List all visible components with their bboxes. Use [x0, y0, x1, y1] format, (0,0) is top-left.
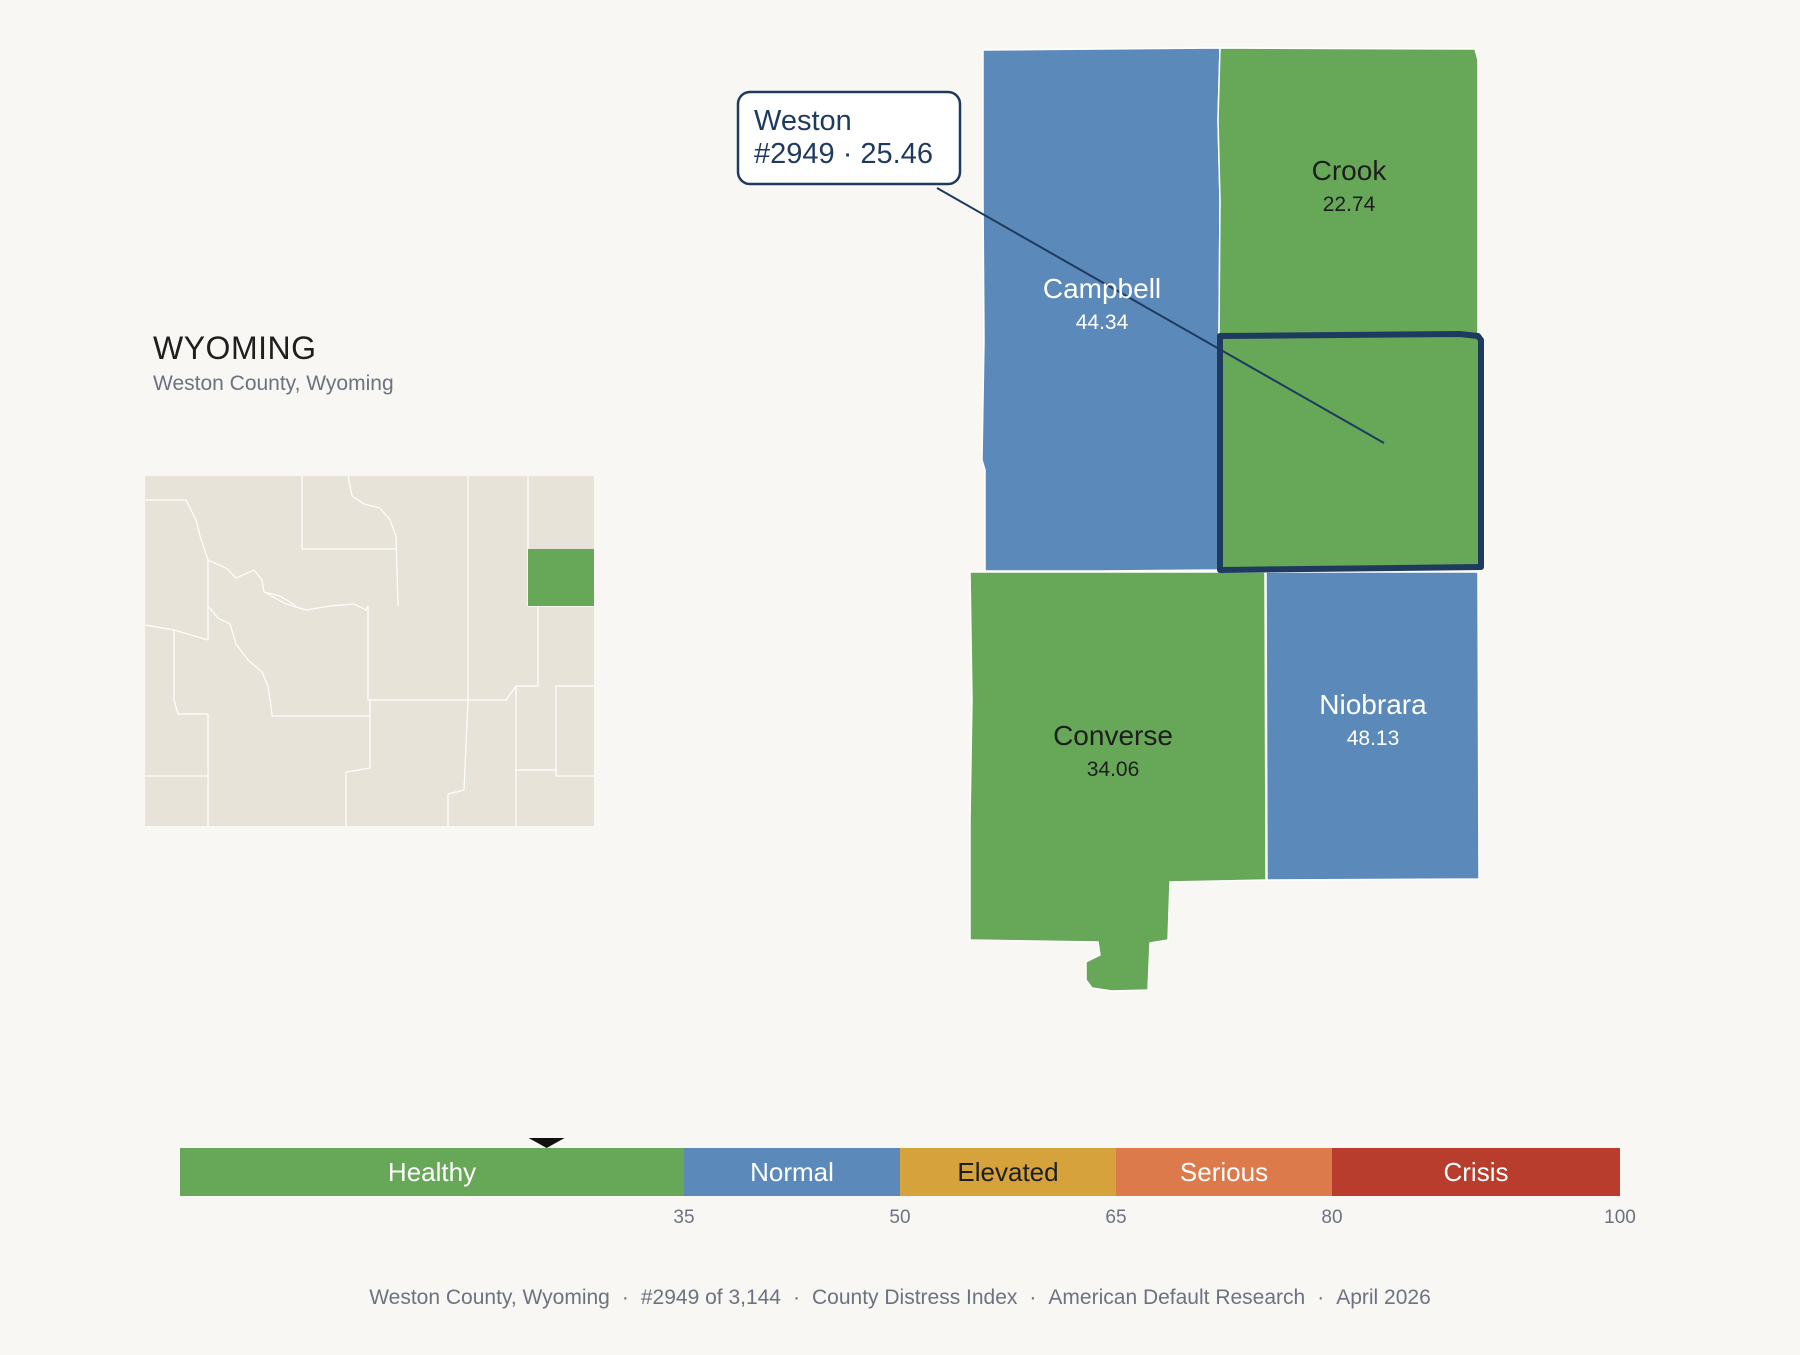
footer-separator: · — [621, 1286, 629, 1309]
footer: Weston County, Wyoming · #2949 of 3,144 · Co… — [0, 1286, 1800, 1310]
state-subtitle: Weston County, Wyoming — [153, 372, 394, 395]
legend-tick-label: 50 — [889, 1207, 910, 1228]
legend-band-serious — [1116, 1148, 1332, 1196]
legend-band-crisis — [1332, 1148, 1620, 1196]
legend-tick-label: 100 — [1604, 1207, 1636, 1228]
legend-marker-triangle — [528, 1138, 565, 1148]
county-converse[interactable] — [969, 571, 1267, 992]
label-niobrara-value: 48.13 — [1347, 727, 1400, 750]
state-inset-map — [144, 475, 594, 826]
selected-county-outline — [1217, 331, 1484, 573]
label-crook-name: Crook — [1312, 155, 1388, 186]
callout-box — [736, 90, 962, 186]
label-campbell-value: 44.34 — [1076, 311, 1129, 334]
footer-org: American Default Research — [1048, 1286, 1306, 1309]
distress-legend: Healthy Normal Elevated Serious Crisis 35 50 65… — [180, 1138, 1636, 1228]
legend-label-serious: Serious — [1180, 1157, 1268, 1187]
label-crook-value: 22.74 — [1323, 193, 1376, 216]
footer-separator: · — [1029, 1286, 1037, 1309]
legend-label-elevated: Elevated — [957, 1157, 1058, 1187]
county-map — [969, 47, 1484, 992]
legend-label-crisis: Crisis — [1444, 1157, 1509, 1187]
footer-separator: · — [793, 1286, 800, 1309]
legend-tick-label: 80 — [1321, 1207, 1342, 1228]
legend-label-normal: Normal — [750, 1157, 834, 1187]
footer-separator: · — [1317, 1286, 1325, 1309]
footer-date: April 2026 — [1336, 1286, 1431, 1309]
county-weston[interactable] — [1220, 335, 1480, 570]
legend-label-healthy: Healthy — [388, 1157, 476, 1187]
label-campbell-name: Campbell — [1043, 273, 1161, 304]
legend-band-elevated — [900, 1148, 1116, 1196]
footer-rank: #2949 of 3,144 — [640, 1286, 781, 1309]
label-converse-name: Converse — [1053, 720, 1173, 751]
footer-county: Weston County, Wyoming — [369, 1286, 610, 1309]
callout-rank-score: #2949 · 25.46 — [754, 138, 933, 170]
state-outline — [145, 476, 594, 826]
county-niobrara[interactable] — [1265, 571, 1480, 881]
legend-tick-label: 35 — [673, 1207, 694, 1228]
callout-leader-line — [936, 187, 1385, 444]
label-converse-value: 34.06 — [1087, 758, 1140, 781]
legend-band-normal — [684, 1148, 900, 1196]
label-niobrara-name: Niobrara — [1319, 689, 1427, 720]
footer-index: County Distress Index — [812, 1286, 1018, 1309]
legend-tick-label: 65 — [1105, 1207, 1126, 1228]
county-campbell[interactable] — [981, 47, 1221, 572]
state-title: WYOMING — [153, 330, 317, 366]
inset-highlight-weston — [528, 549, 594, 606]
callout-county-name: Weston — [754, 105, 852, 137]
legend-band-healthy — [180, 1148, 684, 1196]
county-crook[interactable] — [1217, 47, 1479, 336]
